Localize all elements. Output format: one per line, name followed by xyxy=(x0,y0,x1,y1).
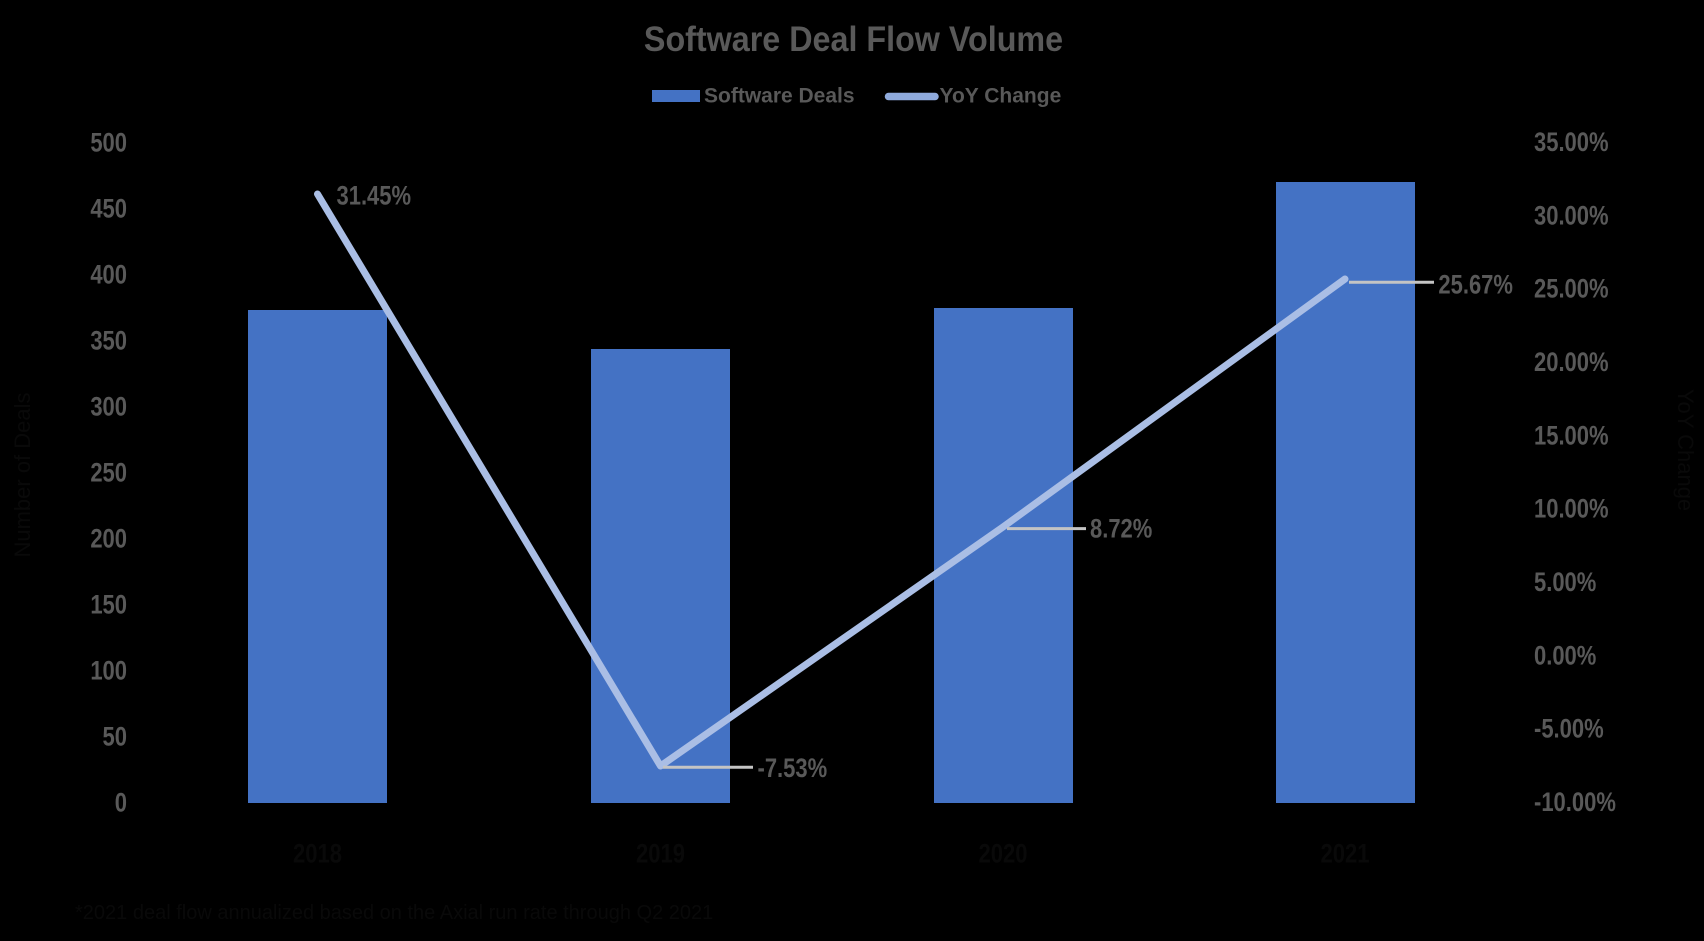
svg-text:-5.00%: -5.00% xyxy=(1534,715,1604,745)
svg-text:8.72%: 8.72% xyxy=(1090,514,1152,544)
svg-text:400: 400 xyxy=(90,261,127,291)
svg-text:2019: 2019 xyxy=(636,840,685,870)
svg-text:50: 50 xyxy=(103,723,127,753)
svg-text:31.45%: 31.45% xyxy=(337,182,412,212)
svg-text:2020: 2020 xyxy=(979,840,1028,870)
svg-text:0.00%: 0.00% xyxy=(1534,641,1596,671)
svg-text:100: 100 xyxy=(90,657,127,687)
svg-text:200: 200 xyxy=(90,525,127,555)
svg-text:10.00%: 10.00% xyxy=(1534,495,1609,525)
svg-text:20.00%: 20.00% xyxy=(1534,348,1609,378)
svg-text:150: 150 xyxy=(90,591,127,621)
svg-text:30.00%: 30.00% xyxy=(1534,201,1609,231)
svg-text:35.00%: 35.00% xyxy=(1534,128,1609,158)
svg-text:Number of Deals: Number of Deals xyxy=(10,392,35,557)
svg-text:2018: 2018 xyxy=(293,840,342,870)
svg-text:450: 450 xyxy=(90,195,127,225)
svg-text:5.00%: 5.00% xyxy=(1534,568,1596,598)
svg-text:15.00%: 15.00% xyxy=(1534,421,1609,451)
svg-text:YoY Change: YoY Change xyxy=(940,84,1062,107)
svg-text:YoY Change: YoY Change xyxy=(1673,389,1698,511)
svg-text:-10.00%: -10.00% xyxy=(1534,788,1616,818)
svg-text:2021: 2021 xyxy=(1321,840,1370,870)
svg-text:-7.53%: -7.53% xyxy=(758,754,828,784)
svg-text:250: 250 xyxy=(90,459,127,489)
svg-text:25.67%: 25.67% xyxy=(1438,271,1513,301)
svg-text:*2021 deal flow annualized bas: *2021 deal flow annualized based on the … xyxy=(75,902,713,924)
svg-text:500: 500 xyxy=(90,129,127,159)
svg-text:Software Deals: Software Deals xyxy=(704,84,855,107)
svg-text:Software Deal Flow Volume: Software Deal Flow Volume xyxy=(644,20,1063,60)
svg-text:300: 300 xyxy=(90,393,127,423)
svg-text:0: 0 xyxy=(115,789,127,819)
svg-text:25.00%: 25.00% xyxy=(1534,275,1609,305)
svg-text:350: 350 xyxy=(90,327,127,357)
